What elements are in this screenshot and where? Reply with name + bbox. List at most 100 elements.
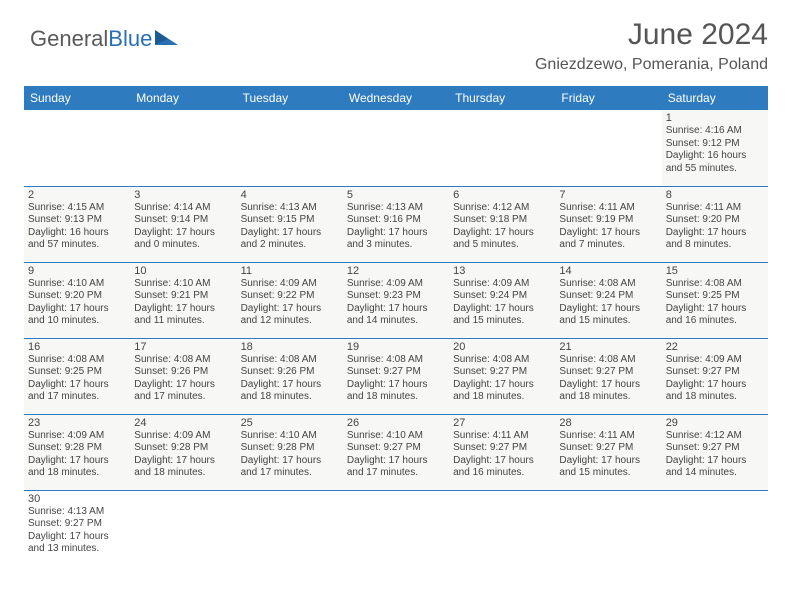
day-daylight1: Daylight: 17 hours — [666, 303, 764, 316]
weekday-header: Thursday — [449, 86, 555, 110]
empty-cell — [449, 490, 555, 566]
day-daylight2: and 5 minutes. — [453, 239, 551, 252]
day-daylight2: and 18 minutes. — [666, 391, 764, 404]
day-sunset: Sunset: 9:15 PM — [241, 214, 339, 227]
day-daylight1: Daylight: 17 hours — [241, 303, 339, 316]
day-daylight2: and 10 minutes. — [28, 315, 126, 328]
day-cell: 22Sunrise: 4:09 AMSunset: 9:27 PMDayligh… — [662, 338, 768, 414]
day-daylight2: and 18 minutes. — [241, 391, 339, 404]
day-cell: 23Sunrise: 4:09 AMSunset: 9:28 PMDayligh… — [24, 414, 130, 490]
day-daylight2: and 8 minutes. — [666, 239, 764, 252]
day-sunset: Sunset: 9:12 PM — [666, 138, 764, 151]
day-cell: 2Sunrise: 4:15 AMSunset: 9:13 PMDaylight… — [24, 186, 130, 262]
day-sunset: Sunset: 9:23 PM — [347, 290, 445, 303]
day-number: 28 — [559, 417, 657, 429]
day-daylight2: and 14 minutes. — [666, 467, 764, 480]
day-sunrise: Sunrise: 4:10 AM — [241, 430, 339, 443]
day-number: 30 — [28, 493, 126, 505]
day-daylight2: and 11 minutes. — [134, 315, 232, 328]
day-number: 20 — [453, 341, 551, 353]
day-sunset: Sunset: 9:27 PM — [559, 366, 657, 379]
calendar-row: 2Sunrise: 4:15 AMSunset: 9:13 PMDaylight… — [24, 186, 768, 262]
day-sunrise: Sunrise: 4:09 AM — [134, 430, 232, 443]
day-sunset: Sunset: 9:27 PM — [347, 366, 445, 379]
day-number: 23 — [28, 417, 126, 429]
day-daylight1: Daylight: 17 hours — [28, 379, 126, 392]
day-sunrise: Sunrise: 4:16 AM — [666, 125, 764, 138]
day-daylight2: and 2 minutes. — [241, 239, 339, 252]
weekday-header: Sunday — [24, 86, 130, 110]
empty-cell — [24, 110, 130, 186]
day-daylight1: Daylight: 16 hours — [666, 150, 764, 163]
day-cell: 25Sunrise: 4:10 AMSunset: 9:28 PMDayligh… — [237, 414, 343, 490]
day-cell: 1Sunrise: 4:16 AMSunset: 9:12 PMDaylight… — [662, 110, 768, 186]
day-cell: 3Sunrise: 4:14 AMSunset: 9:14 PMDaylight… — [130, 186, 236, 262]
day-cell: 20Sunrise: 4:08 AMSunset: 9:27 PMDayligh… — [449, 338, 555, 414]
day-sunrise: Sunrise: 4:08 AM — [134, 354, 232, 367]
day-cell: 29Sunrise: 4:12 AMSunset: 9:27 PMDayligh… — [662, 414, 768, 490]
day-sunrise: Sunrise: 4:10 AM — [134, 278, 232, 291]
location: Gniezdzewo, Pomerania, Poland — [24, 56, 768, 74]
day-sunset: Sunset: 9:20 PM — [28, 290, 126, 303]
day-sunrise: Sunrise: 4:09 AM — [241, 278, 339, 291]
day-daylight2: and 15 minutes. — [559, 467, 657, 480]
day-number: 3 — [134, 189, 232, 201]
day-sunset: Sunset: 9:22 PM — [241, 290, 339, 303]
weekday-header: Friday — [555, 86, 661, 110]
day-daylight2: and 18 minutes. — [28, 467, 126, 480]
day-daylight1: Daylight: 17 hours — [453, 379, 551, 392]
day-daylight1: Daylight: 17 hours — [347, 379, 445, 392]
day-cell: 21Sunrise: 4:08 AMSunset: 9:27 PMDayligh… — [555, 338, 661, 414]
day-sunset: Sunset: 9:27 PM — [666, 442, 764, 455]
day-sunset: Sunset: 9:27 PM — [453, 366, 551, 379]
day-cell: 13Sunrise: 4:09 AMSunset: 9:24 PMDayligh… — [449, 262, 555, 338]
day-cell: 10Sunrise: 4:10 AMSunset: 9:21 PMDayligh… — [130, 262, 236, 338]
day-cell: 17Sunrise: 4:08 AMSunset: 9:26 PMDayligh… — [130, 338, 236, 414]
day-cell: 19Sunrise: 4:08 AMSunset: 9:27 PMDayligh… — [343, 338, 449, 414]
logo-text-2: Blue — [108, 26, 152, 52]
day-sunset: Sunset: 9:24 PM — [453, 290, 551, 303]
calendar-row: 23Sunrise: 4:09 AMSunset: 9:28 PMDayligh… — [24, 414, 768, 490]
day-number: 25 — [241, 417, 339, 429]
day-sunset: Sunset: 9:27 PM — [666, 366, 764, 379]
day-sunset: Sunset: 9:28 PM — [241, 442, 339, 455]
day-cell: 30Sunrise: 4:13 AMSunset: 9:27 PMDayligh… — [24, 490, 130, 566]
day-number: 22 — [666, 341, 764, 353]
day-daylight1: Daylight: 17 hours — [134, 455, 232, 468]
empty-cell — [237, 110, 343, 186]
logo: GeneralBlue — [30, 26, 180, 52]
day-number: 29 — [666, 417, 764, 429]
day-sunrise: Sunrise: 4:11 AM — [559, 202, 657, 215]
day-cell: 8Sunrise: 4:11 AMSunset: 9:20 PMDaylight… — [662, 186, 768, 262]
day-sunrise: Sunrise: 4:09 AM — [28, 430, 126, 443]
day-sunrise: Sunrise: 4:09 AM — [453, 278, 551, 291]
day-sunrise: Sunrise: 4:08 AM — [453, 354, 551, 367]
day-number: 15 — [666, 265, 764, 277]
day-daylight1: Daylight: 17 hours — [666, 455, 764, 468]
day-sunset: Sunset: 9:25 PM — [28, 366, 126, 379]
day-sunset: Sunset: 9:19 PM — [559, 214, 657, 227]
day-sunset: Sunset: 9:28 PM — [28, 442, 126, 455]
empty-cell — [130, 110, 236, 186]
day-sunrise: Sunrise: 4:10 AM — [28, 278, 126, 291]
day-sunrise: Sunrise: 4:12 AM — [453, 202, 551, 215]
day-daylight2: and 18 minutes. — [347, 391, 445, 404]
day-sunset: Sunset: 9:24 PM — [559, 290, 657, 303]
day-daylight1: Daylight: 17 hours — [134, 227, 232, 240]
calendar-row: 1Sunrise: 4:16 AMSunset: 9:12 PMDaylight… — [24, 110, 768, 186]
day-daylight2: and 15 minutes. — [453, 315, 551, 328]
empty-cell — [555, 490, 661, 566]
day-daylight2: and 14 minutes. — [347, 315, 445, 328]
day-sunset: Sunset: 9:27 PM — [28, 518, 126, 531]
day-daylight1: Daylight: 16 hours — [28, 227, 126, 240]
empty-cell — [130, 490, 236, 566]
day-daylight2: and 16 minutes. — [453, 467, 551, 480]
day-daylight1: Daylight: 17 hours — [559, 303, 657, 316]
day-cell: 27Sunrise: 4:11 AMSunset: 9:27 PMDayligh… — [449, 414, 555, 490]
day-daylight1: Daylight: 17 hours — [28, 455, 126, 468]
empty-cell — [449, 110, 555, 186]
day-sunrise: Sunrise: 4:13 AM — [28, 506, 126, 519]
day-daylight1: Daylight: 17 hours — [241, 455, 339, 468]
logo-flag-icon — [154, 28, 180, 46]
day-daylight1: Daylight: 17 hours — [559, 455, 657, 468]
